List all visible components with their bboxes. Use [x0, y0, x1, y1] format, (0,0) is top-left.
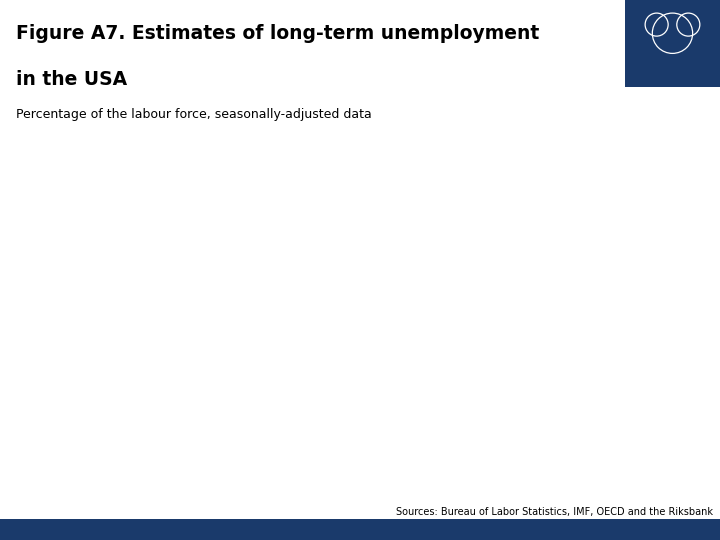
Text: in the USA: in the USA [16, 70, 127, 89]
Text: Percentage of the labour force, seasonally-adjusted data: Percentage of the labour force, seasonal… [16, 108, 372, 121]
Bar [625, 0, 720, 87]
Text: SVERIGES
RIKSBANK: SVERIGES RIKSBANK [653, 68, 692, 80]
Bar [0, 519, 720, 540]
Text: Sources: Bureau of Labor Statistics, IMF, OECD and the Riksbank: Sources: Bureau of Labor Statistics, IMF… [396, 507, 713, 517]
Text: Figure A7. Estimates of long-term unemployment: Figure A7. Estimates of long-term unempl… [16, 24, 539, 43]
